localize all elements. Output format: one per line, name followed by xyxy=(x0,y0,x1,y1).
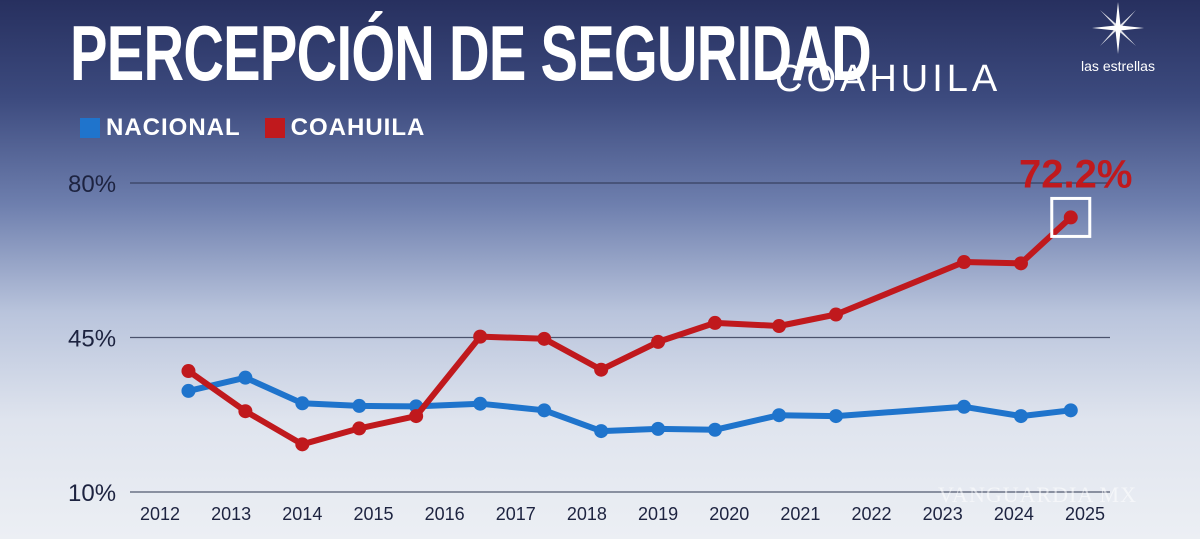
legend-label-coahuila: COAHUILA xyxy=(290,114,426,141)
x-tick-label: 2022 xyxy=(852,504,892,524)
data-point-coahuila xyxy=(651,334,666,349)
data-point-coahuila xyxy=(957,255,972,270)
highlight-box xyxy=(1050,196,1092,238)
data-point-nacional xyxy=(181,383,196,398)
legend-item-nacional: NACIONAL xyxy=(80,114,241,142)
x-tick-label: 2023 xyxy=(923,504,963,524)
data-point-coahuila xyxy=(708,315,722,330)
watermark: VANGUARDIA MX xyxy=(938,482,1138,507)
data-point-coahuila xyxy=(1063,210,1078,225)
x-tick-label: 2020 xyxy=(709,504,749,524)
x-tick-label: 2019 xyxy=(638,504,678,524)
data-point-coahuila xyxy=(295,437,310,452)
data-point-nacional xyxy=(708,422,722,437)
series xyxy=(181,210,1078,452)
data-point-nacional xyxy=(1013,409,1028,424)
data-point-coahuila xyxy=(238,404,253,419)
data-point-coahuila xyxy=(828,307,843,322)
data-point-coahuila xyxy=(1013,256,1028,271)
x-tick-label: 2012 xyxy=(140,504,180,524)
data-point-coahuila xyxy=(352,421,367,436)
data-point-coahuila xyxy=(409,409,424,424)
x-tick-label: 2017 xyxy=(496,504,536,524)
data-point-coahuila xyxy=(537,331,552,346)
data-point-nacional xyxy=(957,399,972,414)
logo-text: las estrellas xyxy=(1081,58,1155,74)
legend-label-nacional: NACIONAL xyxy=(106,114,241,141)
legend-item-coahuila: COAHUILA xyxy=(264,114,426,142)
data-point-nacional xyxy=(238,370,253,385)
data-point-nacional xyxy=(772,408,787,423)
annotation-label: 72.2% xyxy=(1019,152,1132,196)
y-axis: 80% 45% 10% xyxy=(68,171,116,507)
x-axis: 2012 2013 2014 2015 2016 2017 2018 2019 2020 2021… xyxy=(140,504,1105,524)
star-compass-icon xyxy=(1092,2,1144,54)
data-point-coahuila xyxy=(473,329,488,344)
chart-subtitle: COAHUILA xyxy=(775,58,1002,100)
data-point-nacional xyxy=(594,424,609,439)
data-point-nacional xyxy=(651,421,666,436)
x-tick-label: 2014 xyxy=(282,504,322,524)
data-point-nacional xyxy=(295,396,310,411)
x-tick-label: 2013 xyxy=(211,504,251,524)
legend: NACIONAL COAHUILA xyxy=(80,114,425,142)
data-point-nacional xyxy=(828,409,843,424)
x-tick-label: 2016 xyxy=(425,504,465,524)
grid xyxy=(130,182,1110,493)
chart-title: PERCEPCIÓN DE SEGURIDAD xyxy=(70,9,872,97)
y-tick-label: 45% xyxy=(68,326,116,353)
channel-logo: las estrellas xyxy=(1070,2,1166,74)
x-tick-label: 2021 xyxy=(780,504,820,524)
data-point-nacional xyxy=(537,403,552,418)
x-tick-label: 2018 xyxy=(567,504,607,524)
data-point-coahuila xyxy=(181,364,196,379)
annotations: 72.2% xyxy=(1019,152,1132,238)
data-point-coahuila xyxy=(772,319,787,334)
series-line-nacional xyxy=(185,374,1074,435)
data-point-nacional xyxy=(352,398,367,413)
x-tick-label: 2015 xyxy=(353,504,393,524)
legend-swatch-nacional xyxy=(80,118,100,138)
data-point-coahuila xyxy=(594,362,609,377)
x-tick-label: 2025 xyxy=(1065,504,1105,524)
y-tick-label: 10% xyxy=(68,480,116,507)
legend-swatch-coahuila xyxy=(264,118,285,138)
data-point-nacional xyxy=(473,396,488,411)
data-point-nacional xyxy=(1063,403,1078,418)
y-tick-label: 80% xyxy=(68,171,116,198)
x-tick-label: 2024 xyxy=(994,504,1034,524)
